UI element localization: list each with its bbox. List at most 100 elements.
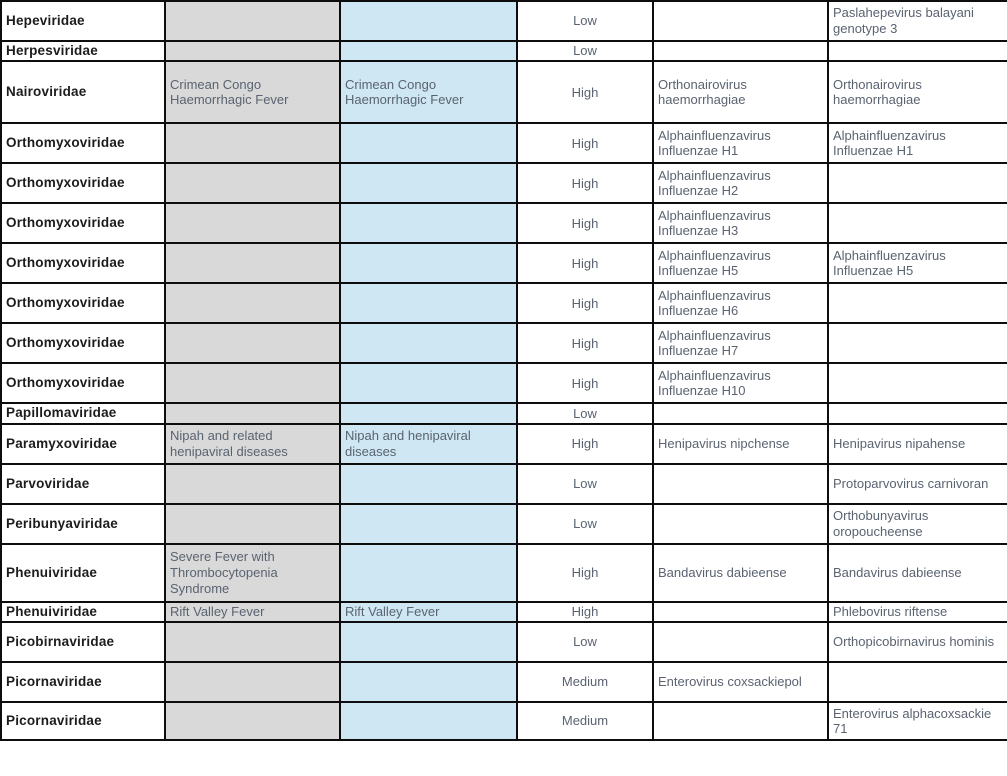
disease-secondary-cell: Rift Valley Fever: [339, 600, 518, 624]
virus-species-right-cell: Orthopicobirnavirus hominis: [827, 621, 1007, 664]
disease-priority-cell: [164, 242, 341, 285]
disease-secondary-cell: Nipah and henipaviral diseases: [339, 422, 518, 465]
disease-priority-cell: [164, 202, 341, 245]
disease-priority-cell: [164, 322, 341, 365]
virus-species-left-cell: [652, 39, 829, 63]
disease-secondary-cell: [339, 122, 518, 165]
family-cell: Picobirnaviridae: [0, 621, 166, 664]
risk-cell: High: [516, 282, 654, 325]
disease-priority-cell: [164, 502, 341, 545]
disease-secondary-cell: [339, 362, 518, 405]
table-row: Herpesviridae Low: [0, 39, 1007, 63]
virus-species-left-cell: Alphainfluenzavirus Influenzae H2: [652, 162, 829, 205]
virus-species-right-cell: Paslahepevirus balayani genotype 3: [827, 0, 1007, 42]
disease-priority-cell: Nipah and related henipaviral diseases: [164, 422, 341, 465]
risk-cell: Low: [516, 39, 654, 63]
disease-secondary-cell: [339, 282, 518, 325]
virus-species-right-cell: [827, 661, 1007, 704]
virus-species-right-cell: [827, 322, 1007, 365]
virus-species-left-cell: Bandavirus dabieense: [652, 542, 829, 603]
risk-cell: Low: [516, 502, 654, 545]
table-row: Picornaviridae Medium Enterovirus coxsacki…: [0, 661, 1007, 704]
virus-species-right-cell: Orthobunyavirus oropoucheense: [827, 502, 1007, 545]
disease-secondary-cell: [339, 502, 518, 545]
risk-cell: High: [516, 422, 654, 465]
disease-priority-cell: [164, 362, 341, 405]
table-row: Nairoviridae Crimean Congo Haemorrhagic F…: [0, 60, 1007, 125]
virus-species-right-cell: Phlebovirus riftense: [827, 600, 1007, 624]
family-cell: Orthomyxoviridae: [0, 122, 166, 165]
virus-species-left-cell: Alphainfluenzavirus Influenzae H3: [652, 202, 829, 245]
disease-secondary-cell: [339, 322, 518, 365]
risk-cell: High: [516, 122, 654, 165]
virus-species-right-cell: Alphainfluenzavirus Influenzae H5: [827, 242, 1007, 285]
virus-species-right-cell: [827, 402, 1007, 425]
virus-species-left-cell: [652, 402, 829, 425]
virus-species-left-cell: Alphainfluenzavirus Influenzae H7: [652, 322, 829, 365]
risk-cell: Medium: [516, 661, 654, 704]
risk-cell: High: [516, 162, 654, 205]
table-row: Orthomyxoviridae High Alphainfluenzavirus …: [0, 242, 1007, 285]
disease-priority-cell: [164, 462, 341, 505]
risk-cell: High: [516, 242, 654, 285]
table-row: Papillomaviridae Low: [0, 402, 1007, 425]
disease-secondary-cell: [339, 242, 518, 285]
table-row: Parvoviridae Low Protoparvovirus carnivora…: [0, 462, 1007, 505]
disease-priority-cell: [164, 402, 341, 425]
disease-priority-cell: Rift Valley Fever: [164, 600, 341, 624]
family-cell: Nairoviridae: [0, 60, 166, 125]
family-cell: Phenuiviridae: [0, 542, 166, 603]
risk-cell: Medium: [516, 701, 654, 742]
disease-secondary-cell: [339, 0, 518, 42]
disease-priority-cell: [164, 701, 341, 742]
disease-secondary-cell: [339, 162, 518, 205]
disease-secondary-cell: [339, 202, 518, 245]
disease-priority-cell: [164, 39, 341, 63]
risk-cell: Low: [516, 402, 654, 425]
disease-priority-cell: Crimean Congo Haemorrhagic Fever: [164, 60, 341, 125]
risk-cell: Low: [516, 462, 654, 505]
virus-species-right-cell: [827, 362, 1007, 405]
disease-priority-cell: [164, 661, 341, 704]
family-cell: Orthomyxoviridae: [0, 322, 166, 365]
table-row: Picobirnaviridae Low Orthopicobirnavirus h…: [0, 621, 1007, 664]
risk-cell: High: [516, 60, 654, 125]
virus-species-left-cell: Orthonairovirus haemorrhagiae: [652, 60, 829, 125]
family-cell: Orthomyxoviridae: [0, 242, 166, 285]
virus-species-right-cell: Alphainfluenzavirus Influenzae H1: [827, 122, 1007, 165]
table-row: Peribunyaviridae Low Orthobunyavirus oropo…: [0, 502, 1007, 545]
risk-cell: High: [516, 202, 654, 245]
family-cell: Hepeviridae: [0, 0, 166, 42]
table-row: Orthomyxoviridae High Alphainfluenzavirus …: [0, 282, 1007, 325]
virus-species-left-cell: Alphainfluenzavirus Influenzae H10: [652, 362, 829, 405]
virus-species-right-cell: Bandavirus dabieense: [827, 542, 1007, 603]
virus-table-body: Hepeviridae Low Paslahepevirus balayani ge…: [0, 0, 1007, 742]
virus-species-left-cell: Alphainfluenzavirus Influenzae H6: [652, 282, 829, 325]
virus-species-right-cell: Orthonairovirus haemorrhagiae: [827, 60, 1007, 125]
virus-species-right-cell: Enterovirus alphacoxsackie 71: [827, 701, 1007, 742]
risk-cell: High: [516, 600, 654, 624]
disease-secondary-cell: [339, 701, 518, 742]
risk-cell: High: [516, 362, 654, 405]
disease-secondary-cell: [339, 621, 518, 664]
virus-species-left-cell: [652, 600, 829, 624]
disease-priority-cell: [164, 162, 341, 205]
virus-species-left-cell: [652, 462, 829, 505]
virus-species-right-cell: [827, 282, 1007, 325]
family-cell: Parvoviridae: [0, 462, 166, 505]
table-row: Hepeviridae Low Paslahepevirus balayani ge…: [0, 0, 1007, 42]
virus-priority-table: Hepeviridae Low Paslahepevirus balayani ge…: [0, 0, 1007, 742]
risk-cell: Low: [516, 621, 654, 664]
disease-secondary-cell: [339, 542, 518, 603]
disease-secondary-cell: [339, 402, 518, 425]
virus-species-right-cell: [827, 39, 1007, 63]
table-row: Picornaviridae Medium Enterovirus alphacox…: [0, 701, 1007, 742]
table-row: Orthomyxoviridae High Alphainfluenzavirus …: [0, 322, 1007, 365]
table-row: Paramyxoviridae Nipah and related henipav…: [0, 422, 1007, 465]
family-cell: Paramyxoviridae: [0, 422, 166, 465]
family-cell: Herpesviridae: [0, 39, 166, 63]
family-cell: Orthomyxoviridae: [0, 202, 166, 245]
table-row: Phenuiviridae Severe Fever with Thrombocy…: [0, 542, 1007, 603]
family-cell: Phenuiviridae: [0, 600, 166, 624]
family-cell: Orthomyxoviridae: [0, 162, 166, 205]
